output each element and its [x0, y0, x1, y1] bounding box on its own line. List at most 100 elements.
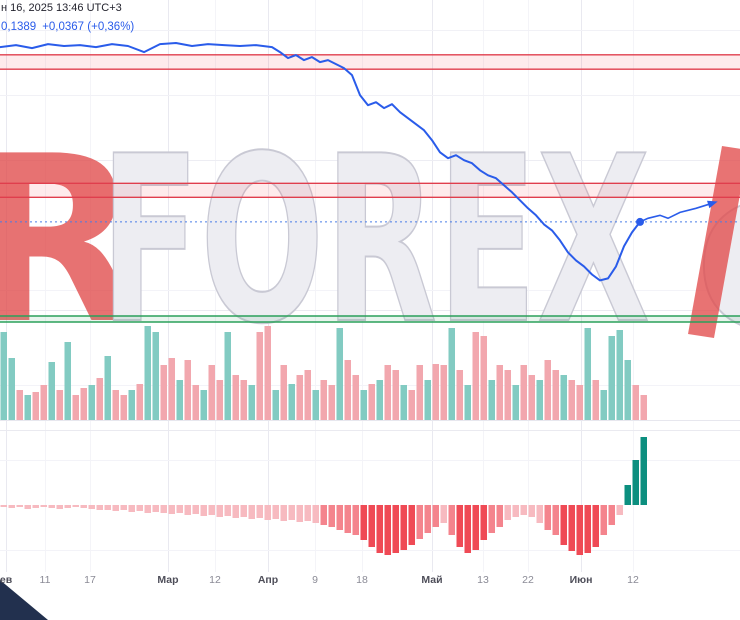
macd-bar — [56, 505, 63, 509]
macd-bar — [40, 505, 47, 507]
volume-bar — [32, 392, 39, 420]
macd-bar — [552, 505, 559, 535]
volume-bar — [224, 332, 231, 420]
macd-bar — [408, 505, 415, 545]
watermark-swoosh-icon — [688, 146, 740, 338]
x-axis-label: Май — [421, 574, 443, 586]
macd-bar — [624, 485, 631, 505]
volume-bar — [136, 384, 143, 420]
macd-bar — [208, 505, 215, 515]
macd-bar — [120, 505, 127, 510]
volume-bar — [24, 395, 31, 420]
volume-bar — [440, 365, 447, 420]
volume-bar — [128, 390, 135, 420]
volume-bar — [608, 336, 615, 420]
macd-bar — [72, 505, 79, 507]
macd-bar — [480, 505, 487, 540]
macd-bar — [240, 505, 247, 517]
volume-bar — [592, 380, 599, 420]
price-line[interactable] — [0, 42, 641, 282]
volume-bar — [96, 378, 103, 420]
timestamp: н 16, 2025 13:46 UTC+3 — [1, 2, 122, 14]
x-axis-label: 22 — [522, 574, 534, 586]
macd-bar — [256, 505, 263, 518]
volume-bar — [448, 328, 455, 420]
watermark-letter-left-icon: R — [0, 108, 142, 375]
corner-logo-icon — [0, 580, 48, 620]
macd-bar — [376, 505, 383, 553]
macd-bar — [584, 505, 591, 553]
macd-bar — [320, 505, 327, 525]
volume-bar — [0, 332, 7, 420]
macd-bar — [288, 505, 295, 520]
volume-bar — [368, 384, 375, 420]
volume-bar — [272, 390, 279, 420]
volume-bar — [304, 370, 311, 420]
macd-bar — [32, 505, 39, 508]
volume-bar — [528, 375, 535, 420]
volume-bar — [280, 365, 287, 420]
macd-bar — [168, 505, 175, 514]
volume-level-zone — [0, 316, 740, 322]
resistance-zone[interactable] — [0, 183, 740, 198]
resistance-zone[interactable] — [0, 54, 740, 70]
price-change: +0,0367 (+0,36%) — [42, 21, 135, 33]
volume-bar — [584, 328, 591, 420]
macd-bar — [440, 505, 447, 523]
macd-pane — [0, 437, 647, 555]
macd-bar — [616, 505, 623, 515]
macd-bar — [456, 505, 463, 547]
volume-bar — [64, 342, 71, 420]
macd-bar — [264, 505, 271, 520]
volume-bar — [416, 365, 423, 420]
macd-bar — [16, 505, 23, 507]
macd-bar — [176, 505, 183, 513]
volume-bar — [160, 365, 167, 420]
macd-bar — [224, 505, 231, 516]
x-axis-label: 12 — [209, 574, 221, 586]
time-axis[interactable]: ев 11 17 Мар 12 Апр 9 18 Май 13 22 Июн 12 — [0, 574, 740, 596]
quote-header: н 16, 2025 13:46 UTC+3 0,1389 +0,0367 (+0… — [1, 2, 134, 33]
resistance-zones[interactable] — [0, 54, 740, 223]
volume-bar — [640, 395, 647, 420]
macd-bar — [520, 505, 527, 515]
volume-bar — [288, 384, 295, 420]
price-series[interactable] — [0, 42, 718, 282]
macd-bar — [360, 505, 367, 540]
macd-bar — [528, 505, 535, 517]
volume-bar — [616, 330, 623, 420]
macd-bar — [424, 505, 431, 533]
macd-bar — [504, 505, 511, 520]
volume-bar — [264, 326, 271, 420]
macd-bar — [368, 505, 375, 547]
volume-bar — [624, 360, 631, 420]
volume-bar — [112, 390, 119, 420]
volume-bar — [144, 326, 151, 420]
macd-bar — [296, 505, 303, 522]
macd-bar — [472, 505, 479, 550]
macd-bar — [160, 505, 167, 513]
volume-bar — [408, 390, 415, 420]
last-price: 0,1389 — [1, 21, 37, 33]
volume-bar — [320, 380, 327, 420]
volume-bar — [552, 370, 559, 420]
macd-bar — [0, 505, 7, 507]
volume-bar — [456, 370, 463, 420]
volume-bar — [312, 390, 319, 420]
volume-bar — [56, 390, 63, 420]
macd-bar — [336, 505, 343, 530]
volume-bar — [568, 380, 575, 420]
watermark-text: FOREX — [100, 108, 650, 375]
macd-bar — [24, 505, 31, 509]
macd-bar — [488, 505, 495, 533]
forecast-line — [639, 202, 713, 223]
macd-bar — [96, 505, 103, 510]
volume-bar — [176, 380, 183, 420]
volume-bar — [80, 388, 87, 420]
volume-bar — [632, 385, 639, 420]
macd-bar — [48, 505, 55, 508]
macd-bar — [328, 505, 335, 527]
macd-bar — [352, 505, 359, 535]
volume-bar — [88, 385, 95, 420]
